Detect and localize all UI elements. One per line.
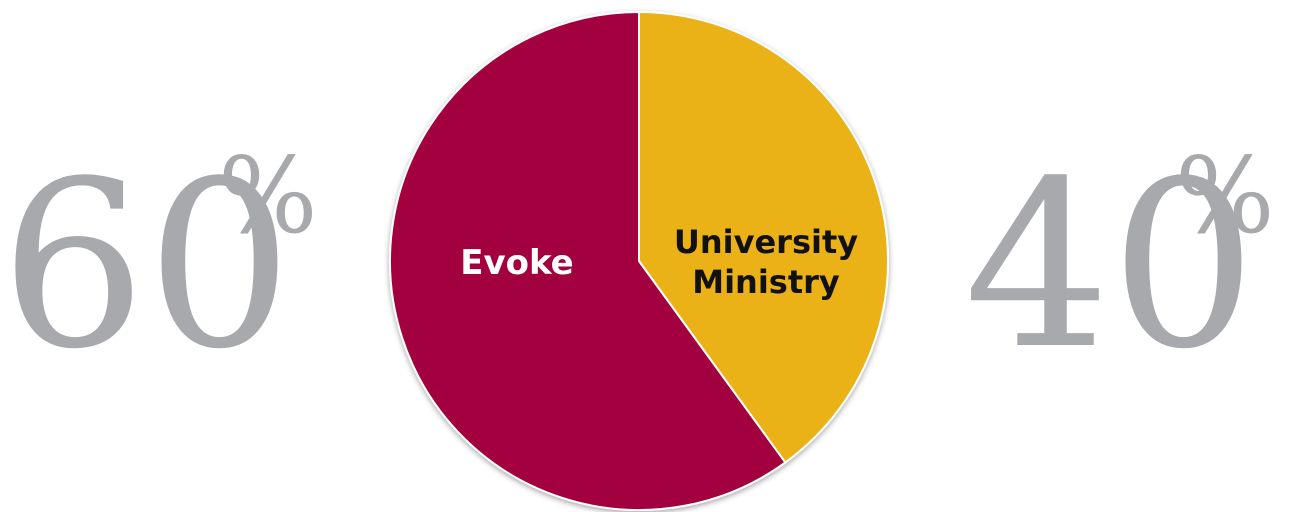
percent-sign-university-ministry: % xyxy=(1175,135,1275,257)
percent-number-university-ministry: 40 xyxy=(964,133,1257,400)
percent-sign-evoke: % xyxy=(218,135,318,257)
percent-label-evoke: 60 % xyxy=(0,133,318,400)
pie-slice-university-ministry xyxy=(638,11,889,464)
pie xyxy=(389,11,889,511)
slice-label-university: University xyxy=(674,223,858,261)
slice-label-ministry: Ministry xyxy=(692,263,840,301)
pie-slice-evoke xyxy=(389,11,787,511)
percent-label-university-ministry: 40 % xyxy=(964,133,1275,400)
percent-number-evoke: 60 xyxy=(0,133,293,400)
slice-label-evoke: Evoke xyxy=(460,243,574,283)
